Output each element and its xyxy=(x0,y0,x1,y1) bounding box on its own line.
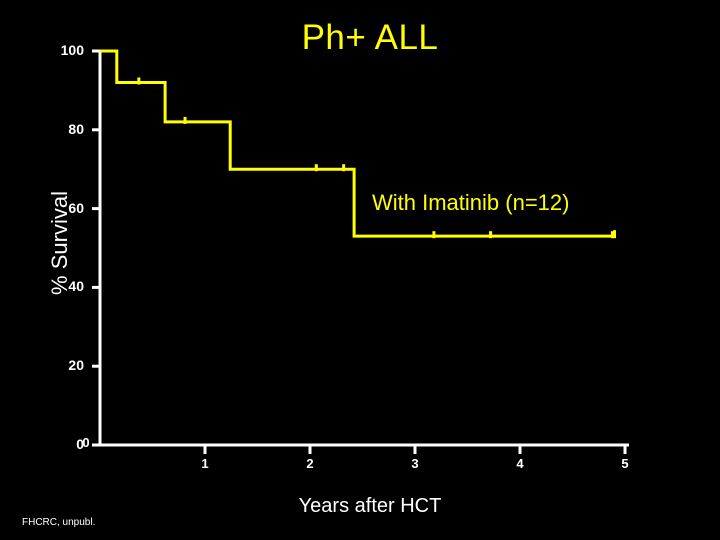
page-title: Ph+ ALL xyxy=(301,18,439,57)
y-tick-label: 20 xyxy=(68,357,84,374)
x-tick-label: 0 xyxy=(82,435,90,450)
y-tick-label: 100 xyxy=(60,42,84,58)
y-tick-label: 40 xyxy=(68,278,84,295)
chart-censor-marks xyxy=(137,77,616,239)
x-tick-label: 2 xyxy=(306,456,314,471)
chart-axes xyxy=(98,50,629,447)
chart-series-lines xyxy=(100,49,615,238)
x-tick-label: 4 xyxy=(516,456,524,471)
y-tick-label: 0 xyxy=(76,436,84,452)
series-annotation-with-imatinib: With Imatinib (n=12) xyxy=(372,190,570,215)
x-tick-label: 1 xyxy=(201,456,209,471)
y-tick-label: 60 xyxy=(68,199,84,216)
source-note: FHCRC, unpubl. xyxy=(22,517,96,528)
x-tick-label: 5 xyxy=(621,456,629,471)
x-tick-label: 3 xyxy=(411,456,419,471)
y-tick-label: 80 xyxy=(68,120,84,137)
x-axis-label: Years after HCT xyxy=(298,495,442,517)
chart-tick-marks xyxy=(92,49,627,454)
